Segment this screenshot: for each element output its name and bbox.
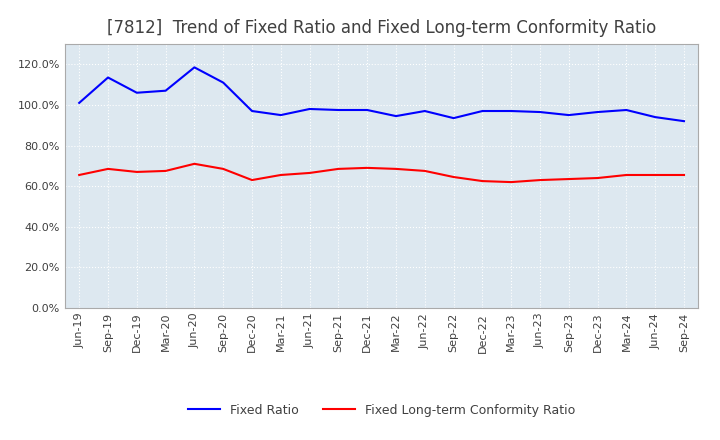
Fixed Ratio	[680, 118, 688, 124]
Fixed Ratio	[190, 65, 199, 70]
Fixed Long-term Conformity Ratio	[248, 177, 256, 183]
Fixed Long-term Conformity Ratio	[622, 172, 631, 178]
Fixed Ratio	[305, 106, 314, 112]
Fixed Ratio	[363, 107, 372, 113]
Line: Fixed Ratio: Fixed Ratio	[79, 67, 684, 121]
Fixed Long-term Conformity Ratio	[161, 168, 170, 173]
Fixed Ratio	[507, 108, 516, 114]
Fixed Ratio	[420, 108, 429, 114]
Fixed Ratio	[334, 107, 343, 113]
Fixed Long-term Conformity Ratio	[363, 165, 372, 171]
Fixed Long-term Conformity Ratio	[478, 179, 487, 184]
Fixed Long-term Conformity Ratio	[219, 166, 228, 172]
Fixed Long-term Conformity Ratio	[449, 174, 458, 180]
Fixed Long-term Conformity Ratio	[564, 176, 573, 182]
Fixed Long-term Conformity Ratio	[334, 166, 343, 172]
Fixed Long-term Conformity Ratio	[507, 180, 516, 185]
Fixed Ratio	[248, 108, 256, 114]
Fixed Long-term Conformity Ratio	[651, 172, 660, 178]
Fixed Ratio	[392, 114, 400, 119]
Fixed Ratio	[75, 100, 84, 106]
Fixed Ratio	[651, 114, 660, 120]
Fixed Ratio	[593, 110, 602, 115]
Fixed Long-term Conformity Ratio	[75, 172, 84, 178]
Fixed Ratio	[219, 80, 228, 85]
Fixed Long-term Conformity Ratio	[104, 166, 112, 172]
Legend: Fixed Ratio, Fixed Long-term Conformity Ratio: Fixed Ratio, Fixed Long-term Conformity …	[184, 399, 580, 422]
Fixed Ratio	[276, 113, 285, 118]
Line: Fixed Long-term Conformity Ratio: Fixed Long-term Conformity Ratio	[79, 164, 684, 182]
Fixed Long-term Conformity Ratio	[305, 170, 314, 176]
Fixed Long-term Conformity Ratio	[680, 172, 688, 178]
Fixed Long-term Conformity Ratio	[276, 172, 285, 178]
Fixed Ratio	[536, 110, 544, 115]
Fixed Long-term Conformity Ratio	[132, 169, 141, 175]
Fixed Ratio	[449, 115, 458, 121]
Fixed Long-term Conformity Ratio	[392, 166, 400, 172]
Fixed Ratio	[132, 90, 141, 95]
Fixed Ratio	[104, 75, 112, 80]
Fixed Long-term Conformity Ratio	[190, 161, 199, 166]
Fixed Long-term Conformity Ratio	[536, 177, 544, 183]
Title: [7812]  Trend of Fixed Ratio and Fixed Long-term Conformity Ratio: [7812] Trend of Fixed Ratio and Fixed Lo…	[107, 19, 656, 37]
Fixed Ratio	[564, 113, 573, 118]
Fixed Long-term Conformity Ratio	[420, 168, 429, 173]
Fixed Ratio	[161, 88, 170, 93]
Fixed Long-term Conformity Ratio	[593, 176, 602, 181]
Fixed Ratio	[478, 108, 487, 114]
Fixed Ratio	[622, 107, 631, 113]
